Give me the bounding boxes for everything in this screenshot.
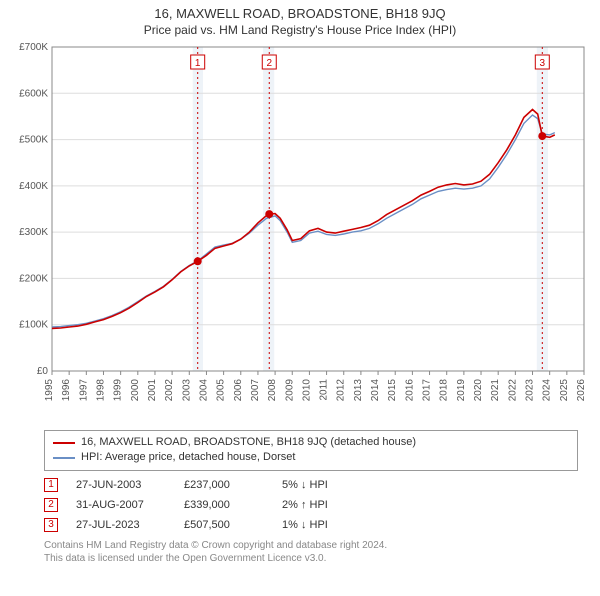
svg-text:2025: 2025 bbox=[559, 379, 570, 402]
svg-text:1998: 1998 bbox=[95, 379, 106, 402]
svg-text:2021: 2021 bbox=[490, 379, 501, 402]
sale-price: £237,000 bbox=[184, 479, 264, 491]
svg-text:2026: 2026 bbox=[576, 379, 587, 402]
svg-text:£600K: £600K bbox=[19, 88, 48, 99]
svg-text:£400K: £400K bbox=[19, 181, 48, 192]
svg-text:2022: 2022 bbox=[507, 379, 518, 402]
sale-price: £507,500 bbox=[184, 519, 264, 531]
svg-text:2010: 2010 bbox=[301, 379, 312, 402]
svg-text:1996: 1996 bbox=[61, 379, 72, 402]
svg-text:2015: 2015 bbox=[387, 379, 398, 402]
svg-text:2005: 2005 bbox=[216, 379, 227, 402]
svg-text:2023: 2023 bbox=[525, 379, 536, 402]
price-chart: £0 £100K £200K £300K £400K £500K £600K £700K 199… bbox=[8, 41, 592, 421]
svg-text:1999: 1999 bbox=[113, 379, 124, 402]
sale-date: 27-JUL-2023 bbox=[76, 519, 166, 531]
sale-delta: 2% ↑ HPI bbox=[282, 499, 328, 511]
legend-label: 16, MAXWELL ROAD, BROADSTONE, BH18 9JQ (… bbox=[81, 435, 416, 450]
legend-row: HPI: Average price, detached house, Dors… bbox=[53, 450, 569, 465]
svg-text:2020: 2020 bbox=[473, 379, 484, 402]
svg-text:2013: 2013 bbox=[353, 379, 364, 402]
svg-text:2019: 2019 bbox=[456, 379, 467, 402]
svg-text:£100K: £100K bbox=[19, 320, 48, 331]
chart-area: £0 £100K £200K £300K £400K £500K £600K £700K 199… bbox=[8, 41, 592, 424]
legend-label: HPI: Average price, detached house, Dors… bbox=[81, 450, 295, 465]
svg-text:2: 2 bbox=[266, 58, 272, 69]
svg-text:£700K: £700K bbox=[19, 42, 48, 53]
legend-swatch bbox=[53, 457, 75, 459]
page-subtitle: Price paid vs. HM Land Registry's House … bbox=[0, 23, 600, 37]
svg-text:3: 3 bbox=[540, 58, 546, 69]
svg-text:2003: 2003 bbox=[181, 379, 192, 402]
sale-delta: 1% ↓ HPI bbox=[282, 519, 328, 531]
sales-table: 1 27-JUN-2003 £237,000 5% ↓ HPI 2 31-AUG-2007… bbox=[44, 475, 578, 535]
legend-row: 16, MAXWELL ROAD, BROADSTONE, BH18 9JQ (… bbox=[53, 435, 569, 450]
svg-text:1997: 1997 bbox=[78, 379, 89, 402]
sales-row: 2 31-AUG-2007 £339,000 2% ↑ HPI bbox=[44, 495, 578, 515]
legend: 16, MAXWELL ROAD, BROADSTONE, BH18 9JQ (… bbox=[44, 430, 578, 471]
sale-price: £339,000 bbox=[184, 499, 264, 511]
svg-text:£0: £0 bbox=[37, 366, 49, 377]
svg-text:2004: 2004 bbox=[198, 379, 209, 402]
footer-line-2: This data is licensed under the Open Gov… bbox=[44, 552, 578, 565]
footer: Contains HM Land Registry data © Crown c… bbox=[44, 539, 578, 565]
svg-text:£300K: £300K bbox=[19, 227, 48, 238]
svg-text:2009: 2009 bbox=[284, 379, 295, 402]
sale-marker: 2 bbox=[44, 498, 58, 512]
legend-swatch bbox=[53, 442, 75, 444]
svg-text:2002: 2002 bbox=[164, 379, 175, 402]
svg-text:2014: 2014 bbox=[370, 379, 381, 402]
sale-date: 27-JUN-2003 bbox=[76, 479, 166, 491]
svg-text:£200K: £200K bbox=[19, 273, 48, 284]
svg-text:2001: 2001 bbox=[147, 379, 158, 402]
footer-line-1: Contains HM Land Registry data © Crown c… bbox=[44, 539, 578, 552]
svg-text:1: 1 bbox=[195, 58, 201, 69]
sale-date: 31-AUG-2007 bbox=[76, 499, 166, 511]
sale-marker: 3 bbox=[44, 518, 58, 532]
svg-text:2000: 2000 bbox=[130, 379, 141, 402]
svg-text:1995: 1995 bbox=[44, 379, 55, 402]
svg-text:2012: 2012 bbox=[336, 379, 347, 402]
svg-text:2024: 2024 bbox=[542, 379, 553, 402]
svg-text:2007: 2007 bbox=[250, 379, 261, 402]
svg-text:£500K: £500K bbox=[19, 135, 48, 146]
svg-text:2011: 2011 bbox=[319, 379, 330, 401]
sale-delta: 5% ↓ HPI bbox=[282, 479, 328, 491]
page-title: 16, MAXWELL ROAD, BROADSTONE, BH18 9JQ bbox=[0, 6, 600, 21]
sales-row: 1 27-JUN-2003 £237,000 5% ↓ HPI bbox=[44, 475, 578, 495]
svg-text:2017: 2017 bbox=[422, 379, 433, 402]
page-container: 16, MAXWELL ROAD, BROADSTONE, BH18 9JQ P… bbox=[0, 6, 600, 596]
svg-text:2018: 2018 bbox=[439, 379, 450, 402]
svg-text:2016: 2016 bbox=[404, 379, 415, 402]
svg-text:2008: 2008 bbox=[267, 379, 278, 402]
sale-marker: 1 bbox=[44, 478, 58, 492]
svg-text:2006: 2006 bbox=[233, 379, 244, 402]
sales-row: 3 27-JUL-2023 £507,500 1% ↓ HPI bbox=[44, 515, 578, 535]
